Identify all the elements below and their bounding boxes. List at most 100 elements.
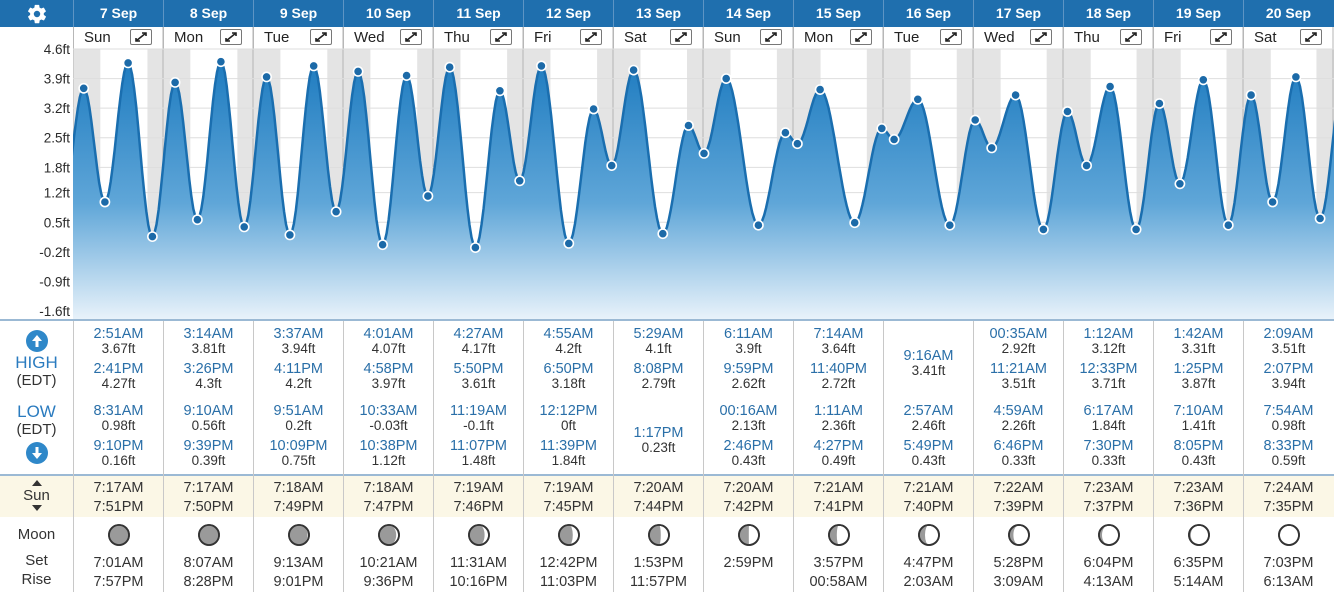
sunset-time: 7:37PM (1083, 499, 1134, 515)
tide-point[interactable] (1104, 81, 1116, 92)
low-tide: 6:17AM 1.84ft (1064, 404, 1153, 433)
expand-day-button[interactable] (850, 29, 872, 45)
tide-point[interactable] (1038, 223, 1049, 235)
tide-point[interactable] (78, 82, 90, 94)
low-tide-height: 0.98ft (1271, 418, 1306, 433)
expand-day-button[interactable] (670, 29, 692, 45)
arrow-up-icon[interactable] (25, 330, 48, 352)
tide-point[interactable] (99, 196, 111, 208)
tide-point[interactable] (1197, 74, 1209, 86)
tide-point[interactable] (588, 103, 599, 115)
tide-point[interactable] (888, 134, 900, 145)
expand-day-button[interactable] (400, 29, 422, 45)
expand-arrows-icon (855, 32, 867, 42)
tide-point[interactable] (876, 123, 888, 134)
high-tide: 7:14AM 3.64ft (794, 327, 883, 356)
tide-point[interactable] (146, 231, 158, 242)
tide-point[interactable] (1130, 223, 1142, 235)
tide-point[interactable] (1245, 89, 1257, 101)
tide-point[interactable] (308, 60, 320, 72)
high-tide-height: 3.41ft (911, 363, 946, 378)
tide-point[interactable] (912, 93, 924, 105)
day-column: 2:09AM 3.51ft 2:07PM 3.94ft 7:54AM 0.98ft 8:33… (1243, 321, 1333, 592)
tide-point[interactable] (563, 237, 575, 249)
tide-point[interactable] (1154, 98, 1165, 109)
tide-point[interactable] (606, 160, 618, 171)
tide-point[interactable] (1290, 71, 1302, 83)
tide-point[interactable] (944, 219, 956, 231)
high-tide: 3:26PM 4.3ft (164, 362, 253, 391)
moon-times: 6:04PM 4:13AM (1064, 554, 1153, 592)
tide-point[interactable] (536, 60, 547, 72)
tide-point[interactable] (780, 127, 791, 139)
tide-point[interactable] (849, 217, 861, 229)
high-tide-height: 3.67ft (101, 341, 136, 356)
day-name: Wed (984, 29, 1015, 46)
tide-point[interactable] (261, 71, 272, 83)
low-tide-time: 2:57AM (903, 403, 954, 419)
tide-point[interactable] (377, 239, 388, 251)
tide-point[interactable] (1174, 178, 1186, 190)
expand-day-button[interactable] (1030, 29, 1052, 45)
tide-point[interactable] (698, 148, 710, 159)
tide-point[interactable] (215, 56, 227, 68)
expand-day-button[interactable] (940, 29, 962, 45)
moon-times: 7:01AM 7:57PM (74, 554, 163, 592)
high-tide-time: 7:14AM (813, 326, 864, 342)
expand-day-button[interactable] (1210, 29, 1232, 45)
low-tide: 12:12PM 0ft (524, 404, 613, 433)
high-tide-height: 3.61ft (461, 376, 496, 391)
tide-point[interactable] (494, 85, 506, 97)
tide-point[interactable] (1222, 219, 1234, 231)
tide-point[interactable] (1062, 106, 1073, 117)
tide-point[interactable] (238, 221, 250, 233)
sun-times: 7:21AM 7:40PM (884, 479, 973, 517)
expand-day-button[interactable] (580, 29, 602, 45)
tide-point[interactable] (469, 242, 481, 253)
expand-day-button[interactable] (760, 29, 782, 45)
tide-point[interactable] (1314, 213, 1326, 224)
tide-point[interactable] (330, 206, 342, 218)
day-name: Fri (534, 29, 552, 46)
tide-points (78, 56, 1326, 253)
tide-point[interactable] (352, 66, 364, 77)
tide-point[interactable] (1267, 196, 1278, 208)
tide-point[interactable] (814, 84, 826, 95)
tide-point[interactable] (986, 142, 998, 154)
high-tide-height: 4.3ft (195, 376, 222, 391)
tide-point[interactable] (191, 214, 203, 226)
tide-point[interactable] (422, 190, 434, 202)
low-tide-height: 0.43ft (1181, 453, 1216, 468)
separator (0, 319, 1334, 321)
expand-day-button[interactable] (1300, 29, 1322, 45)
tide-point[interactable] (792, 138, 803, 150)
moonrise-time: 6:13AM (1263, 574, 1314, 590)
expand-day-button[interactable] (310, 29, 332, 45)
tide-point[interactable] (683, 120, 694, 131)
tide-point[interactable] (401, 70, 412, 81)
expand-day-button[interactable] (130, 29, 152, 45)
tide-point[interactable] (1010, 89, 1021, 101)
tide-point[interactable] (753, 219, 764, 231)
tide-point[interactable] (657, 228, 669, 240)
expand-day-button[interactable] (490, 29, 512, 45)
arrow-down-icon[interactable] (25, 442, 48, 464)
sun-times: 7:19AM 7:46PM (434, 479, 523, 517)
tide-point[interactable] (1081, 160, 1092, 171)
settings-button[interactable] (0, 0, 73, 27)
tide-point[interactable] (122, 57, 134, 69)
low-tz-label: (EDT) (16, 421, 57, 438)
tide-point[interactable] (514, 175, 526, 187)
expand-day-button[interactable] (220, 29, 242, 45)
tide-point[interactable] (969, 114, 981, 126)
high-tide-time: 11:40PM (810, 361, 867, 377)
tide-point[interactable] (628, 64, 639, 76)
high-tide: 4:58PM 3.97ft (344, 362, 433, 391)
expand-day-button[interactable] (1120, 29, 1142, 45)
tide-point[interactable] (169, 77, 181, 88)
day-name: Tue (264, 29, 290, 46)
sunset-time: 7:36PM (1173, 499, 1224, 515)
tide-point[interactable] (444, 61, 456, 73)
tide-point[interactable] (720, 73, 732, 84)
tide-point[interactable] (284, 229, 296, 241)
